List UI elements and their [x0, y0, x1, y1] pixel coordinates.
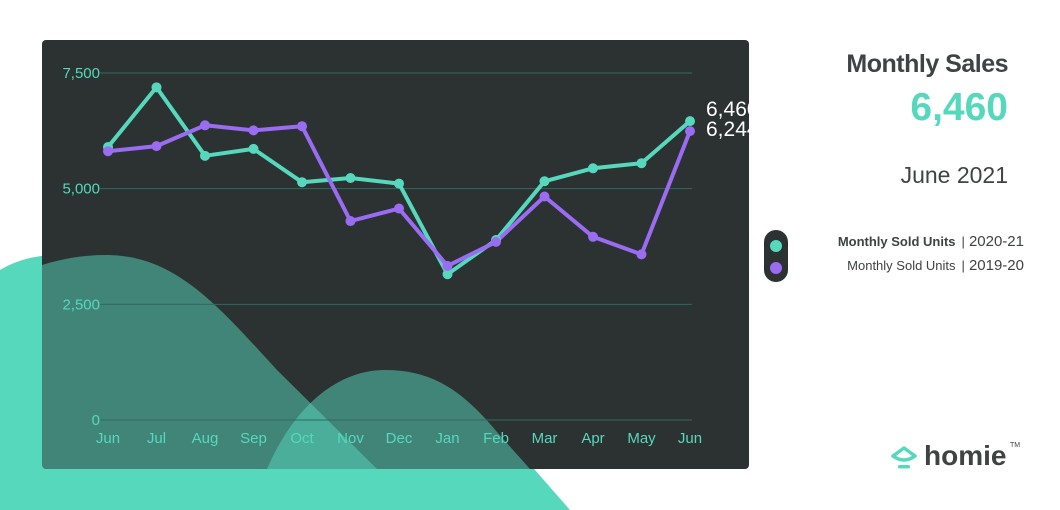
legend-swatch-pill — [764, 230, 788, 282]
y-tick-label: 0 — [92, 412, 100, 429]
data-point-2019-20 — [636, 249, 647, 260]
data-point-2019-20 — [151, 141, 162, 152]
legend-year: 2020-21 — [968, 233, 1024, 250]
x-tick-label: May — [627, 430, 656, 447]
data-point-2020-21 — [345, 173, 356, 184]
data-point-2020-21 — [636, 158, 647, 169]
x-tick-label: Nov — [337, 430, 364, 447]
x-tick-label: Mar — [532, 430, 558, 447]
series-line-2019-20 — [106, 123, 692, 268]
legend-year: 2019-20 — [968, 257, 1024, 274]
data-point-2019-20 — [248, 125, 259, 136]
data-point-2020-21 — [394, 178, 404, 189]
data-point-2020-21 — [685, 116, 695, 127]
chart-title: Monthly Sales — [846, 50, 1008, 78]
data-point-2020-21 — [200, 150, 210, 161]
legend-separator: | — [961, 258, 965, 273]
data-point-2019-20 — [491, 236, 501, 247]
data-point-2020-21 — [442, 269, 453, 280]
data-point-2020-21 — [151, 82, 162, 93]
x-tick-label: Dec — [386, 430, 413, 447]
x-tick-label: Sep — [240, 430, 267, 447]
legend-item-2020-21: Monthly Sold Units | 2020-21 — [838, 233, 1024, 250]
data-point-2019-20 — [103, 146, 113, 157]
x-tick-label: Feb — [483, 430, 509, 447]
data-point-2019-20 — [297, 121, 307, 132]
data-point-2019-20 — [200, 120, 210, 131]
current-value: 6,460 — [910, 86, 1008, 129]
x-tick-label: Jul — [147, 430, 166, 447]
y-tick-label: 7,500 — [62, 65, 100, 82]
chart-panel: 0 2,500 5,000 7,500 Jun Jul Aug Sep Oct Nov Dec Ja… — [42, 40, 749, 469]
data-point-2019-20 — [442, 260, 453, 271]
y-tick-label: 5,000 — [62, 181, 100, 198]
period-label: June 2021 — [900, 162, 1008, 188]
legend-dot-2020-21 — [770, 240, 782, 252]
x-tick-label: Jun — [96, 430, 120, 447]
data-point-2019-20 — [345, 216, 356, 227]
legend-label: Monthly Sold Units — [847, 258, 956, 273]
data-point-2019-20 — [539, 191, 550, 202]
data-point-2020-21 — [539, 176, 550, 187]
x-tick-label: Jan — [435, 430, 459, 447]
trademark-mark: TM — [1010, 442, 1021, 449]
x-tick-label: Oct — [290, 430, 314, 447]
data-point-2019-20 — [685, 126, 695, 137]
line-chart: 0 2,500 5,000 7,500 Jun Jul Aug Sep Oct Nov Dec Ja… — [42, 65, 749, 469]
data-point-2019-20 — [588, 231, 598, 242]
legend-item-2019-20: Monthly Sold Units | 2019-20 — [847, 257, 1024, 274]
legend: Monthly Sold Units | 2020-21 Monthly Sold … — [764, 228, 1024, 284]
end-value-label: 6,460 — [706, 98, 749, 121]
data-point-2019-20 — [394, 203, 404, 214]
end-value-label: 6,244 — [706, 118, 749, 141]
x-tick-label: Jun — [678, 430, 702, 447]
legend-label: Monthly Sold Units — [837, 234, 956, 249]
legend-dot-2019-20 — [770, 262, 782, 274]
data-point-2020-21 — [297, 177, 307, 188]
data-point-2020-21 — [588, 163, 598, 174]
legend-separator: | — [961, 234, 965, 249]
house-icon — [891, 446, 917, 469]
x-tick-label: Aug — [192, 430, 219, 447]
x-tick-label: Apr — [581, 430, 604, 447]
brand-name: homie — [924, 440, 1007, 471]
y-tick-label: 2,500 — [62, 296, 100, 313]
data-point-2020-21 — [248, 143, 259, 154]
